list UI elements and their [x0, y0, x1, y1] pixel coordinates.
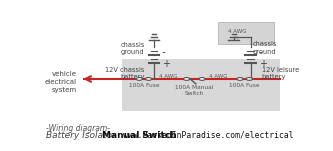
Circle shape [237, 78, 243, 80]
Circle shape [246, 78, 252, 80]
Text: -: - [162, 47, 166, 57]
Text: -: - [259, 47, 263, 57]
Text: 12V chassis
battery: 12V chassis battery [105, 67, 145, 80]
Text: 4 AWG: 4 AWG [159, 74, 177, 79]
Text: chassis
ground: chassis ground [252, 41, 277, 55]
Text: 100A Fuse: 100A Fuse [229, 83, 260, 88]
Circle shape [183, 78, 190, 80]
Text: -Wiring diagram-: -Wiring diagram- [46, 124, 110, 133]
Text: +: + [259, 59, 267, 69]
Text: 12V leisure
battery: 12V leisure battery [262, 67, 299, 80]
Circle shape [199, 78, 205, 80]
Text: Battery Isolator: Battery Isolator [46, 131, 118, 140]
Text: www.ParkedInParadise.com/electrical: www.ParkedInParadise.com/electrical [123, 131, 293, 140]
Text: 100A Manual
Switch: 100A Manual Switch [175, 85, 213, 96]
Circle shape [146, 78, 152, 80]
Text: vehicle
electrical
system: vehicle electrical system [44, 71, 77, 93]
Bar [122, 59, 280, 111]
Text: 4 AWG: 4 AWG [209, 74, 227, 79]
Text: 100A Fuse: 100A Fuse [129, 83, 159, 88]
Text: +: + [162, 59, 170, 69]
Circle shape [136, 78, 143, 80]
Text: 4 AWG: 4 AWG [228, 29, 246, 34]
Text: chassis
ground: chassis ground [120, 42, 145, 55]
Bar [218, 22, 274, 43]
Text: Manual Switch: Manual Switch [102, 131, 177, 140]
